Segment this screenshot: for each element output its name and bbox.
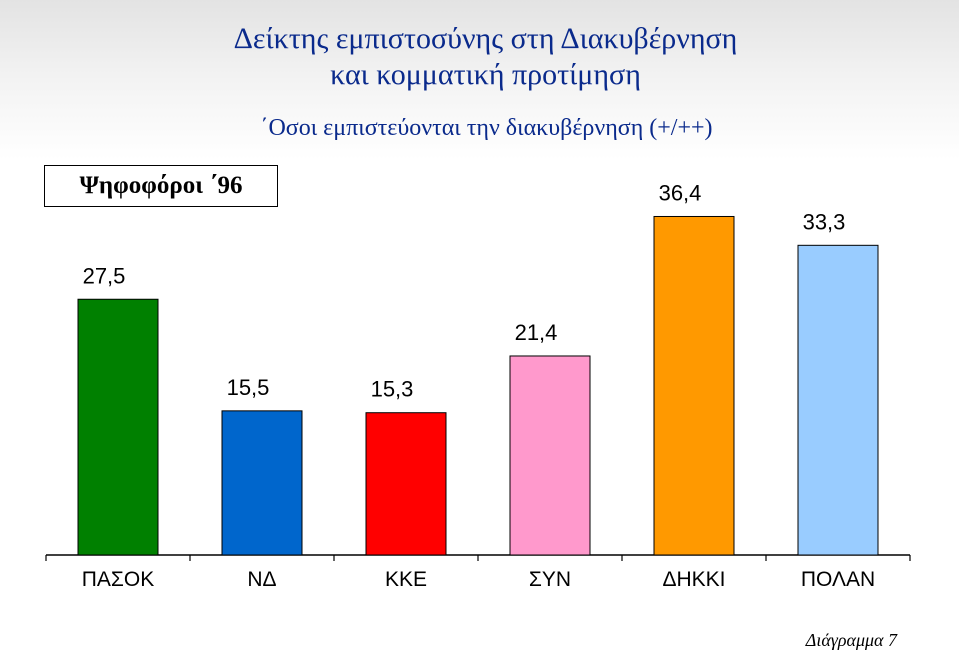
- bar-value-label: 15,5: [227, 375, 270, 400]
- chart-title-line2: και κομματική προτίμηση: [330, 58, 641, 91]
- bar-3: [365, 412, 447, 556]
- category-label: ΔΗΚΚΙ: [662, 568, 725, 591]
- category-label: ΠΑΣΟΚ: [82, 568, 155, 591]
- bar-value-label: 21,4: [515, 320, 558, 345]
- bar-4: [509, 355, 591, 556]
- bar-5: [653, 215, 735, 556]
- bar-2: [221, 410, 303, 556]
- chart-subtitle: ΄Οσοι εμπιστεύονται την διακυβέρνηση (+/…: [260, 115, 713, 141]
- bar-value-label: 27,5: [83, 263, 126, 288]
- bar-1: [77, 298, 159, 556]
- voters-96-label-box: Ψηφοφόροι ΄96: [44, 165, 278, 207]
- figure-caption: Διάγραμμα 7: [805, 630, 897, 650]
- bar-6: [797, 244, 879, 556]
- bar-value-label: 33,3: [803, 209, 846, 234]
- bar-value-label: 15,3: [371, 377, 414, 402]
- bar-value-label: 36,4: [659, 180, 702, 205]
- category-label: ΠΟΛΑΝ: [801, 568, 875, 591]
- category-label: ΚΚΕ: [385, 568, 427, 591]
- chart-title-line1: Δείκτης εμπιστοσύνης στη Διακυβέρνηση: [233, 22, 738, 55]
- category-label: ΣΥΝ: [529, 568, 571, 591]
- category-label: ΝΔ: [247, 568, 276, 591]
